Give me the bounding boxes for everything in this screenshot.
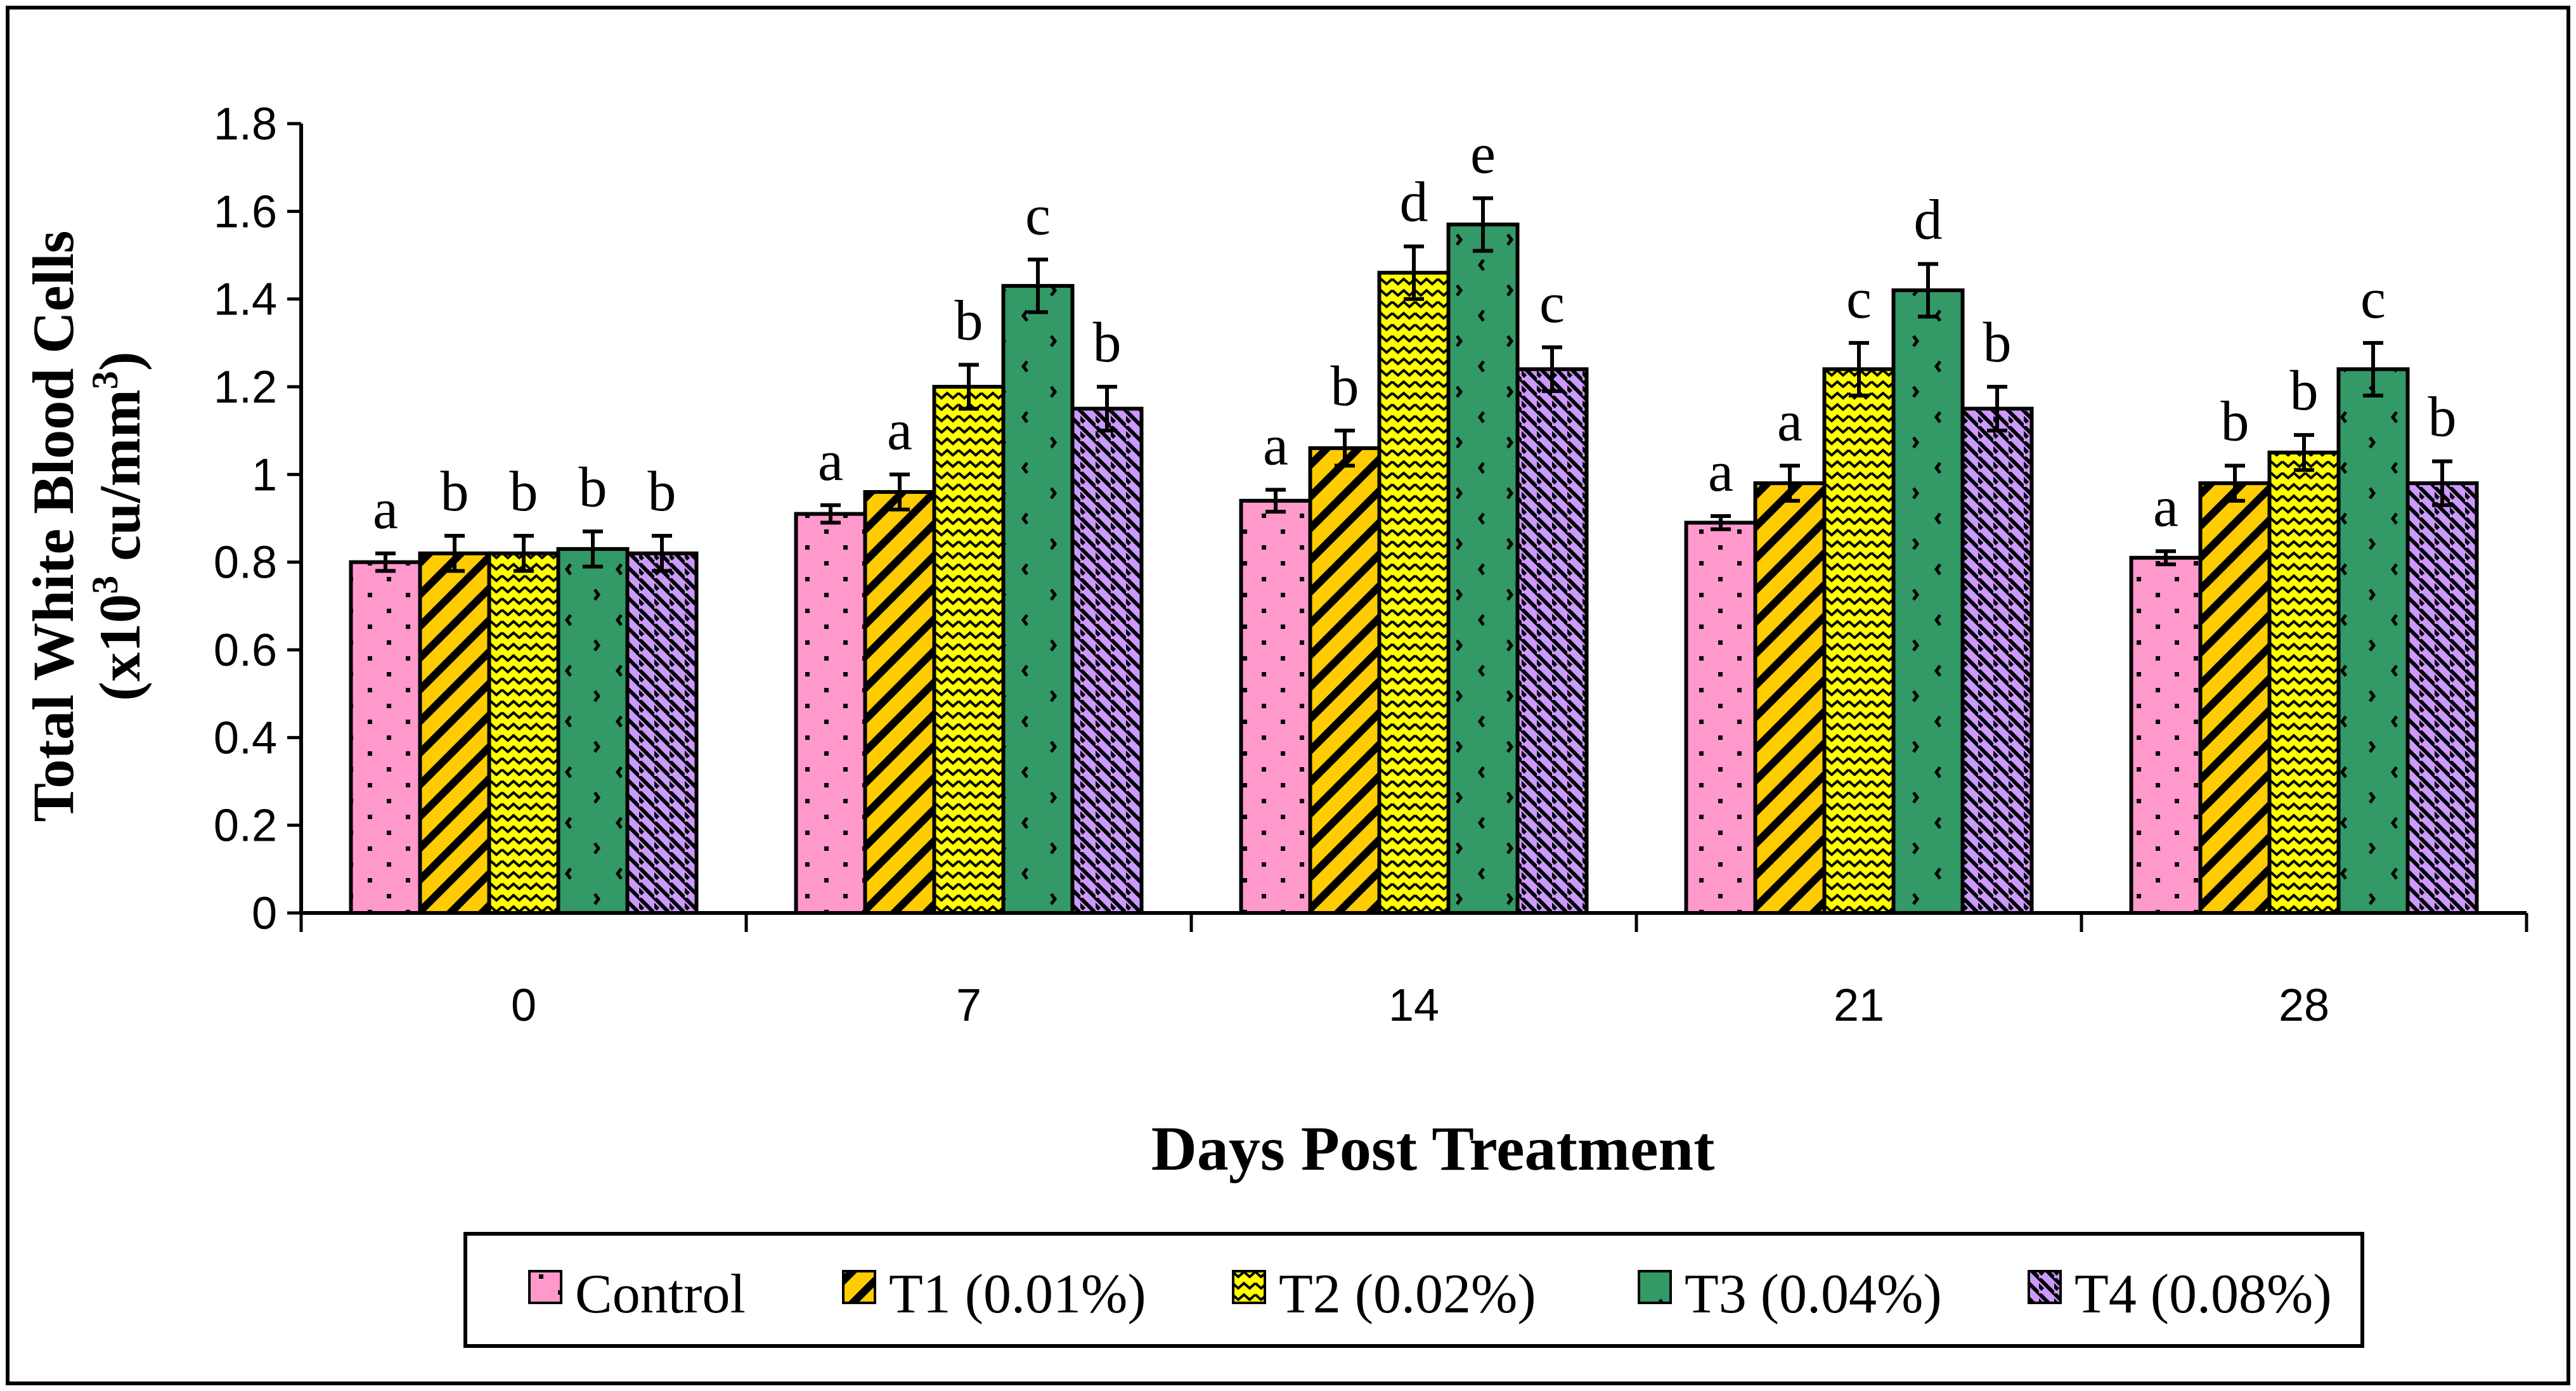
bar-diagonal (418, 551, 491, 915)
significance-label: d (1400, 171, 1428, 234)
significance-label: a (887, 399, 912, 462)
bar-zigzag (1822, 367, 1896, 915)
significance-label: b (2290, 359, 2319, 422)
y-tick-label: 0 (252, 888, 277, 939)
significance-label: b (2428, 386, 2457, 449)
legend-label: T3 (0.04%) (1685, 1264, 1942, 1325)
y-tick-label: 1.4 (214, 275, 277, 325)
bar-dots (794, 512, 867, 915)
bar-dots (2129, 555, 2203, 915)
significance-label: a (818, 430, 843, 493)
significance-label: b (1983, 311, 2012, 374)
y-axis-title: Total White Blood Cells (x103 cu/mm3) (21, 231, 152, 822)
significance-label: b (579, 456, 607, 519)
legend-swatch (2028, 1270, 2062, 1304)
bar-dashes (1001, 283, 1075, 915)
y-tick-label: 0.4 (214, 713, 277, 763)
y-tick-label: 1.6 (214, 186, 277, 237)
legend: Control T1 (0.01%) T2 (0.02%) T3 (0.04%) T4 … (528, 1264, 2332, 1325)
y-axis-title-line1: Total White Blood Cells (21, 231, 86, 822)
y-tick-label: 0.8 (214, 538, 277, 588)
bar-diagonal (863, 490, 936, 915)
x-tick-label: 14 (1388, 980, 1439, 1031)
significance-label: b (955, 289, 983, 352)
significance-label: b (510, 460, 538, 523)
bar-stripes (625, 551, 699, 915)
significance-label: e (1470, 123, 1496, 186)
bar-zigzag (932, 385, 1006, 915)
x-axis-title: Days Post Treatment (1151, 1113, 1715, 1184)
x-tick-label: 0 (511, 980, 536, 1031)
bar-zigzag (487, 551, 560, 915)
bar-stripes (2405, 481, 2479, 915)
bar-stripes (1070, 406, 1144, 915)
x-tick-label: 28 (2279, 980, 2329, 1031)
y-tick-label: 1 (252, 450, 277, 500)
significance-label: b (1331, 355, 1359, 418)
legend-swatch (528, 1270, 562, 1304)
significance-label: a (1263, 415, 1288, 477)
significance-label: d (1914, 188, 1943, 251)
significance-label: a (2153, 476, 2178, 538)
legend-label: T4 (0.08%) (2074, 1264, 2332, 1325)
legend-swatch (842, 1270, 876, 1304)
y-tick-label: 1.2 (214, 362, 277, 413)
bar-stripes (1515, 367, 1589, 915)
significance-label: b (2221, 391, 2249, 453)
bar-dots (1684, 521, 1757, 915)
bar-dashes (2336, 367, 2410, 915)
bar-dots (349, 560, 422, 915)
y-tick-label: 0.6 (214, 625, 277, 676)
bar-dashes (1446, 223, 1520, 915)
y-tick-label: 0.2 (214, 801, 277, 851)
legend-label: T2 (0.02%) (1279, 1264, 1536, 1325)
y-tick-label: 1.8 (214, 99, 277, 150)
bar-dots (1239, 498, 1312, 915)
bar-dashes (1891, 288, 1965, 915)
y-axis-title-line2: (x103 cu/mm3) (84, 351, 152, 701)
legend-label: T1 (0.01%) (889, 1264, 1146, 1325)
bar-diagonal (1753, 481, 1827, 915)
significance-label: a (373, 478, 398, 541)
legend-label: Control (575, 1264, 746, 1325)
significance-label: c (1025, 184, 1051, 247)
significance-label: b (441, 460, 469, 523)
significance-label: b (1093, 311, 1122, 374)
legend-swatch (1232, 1270, 1266, 1304)
significance-label: a (1777, 391, 1803, 453)
bar-zigzag (1377, 271, 1451, 915)
bar-dashes (556, 547, 630, 915)
legend-swatch (1638, 1270, 1672, 1304)
significance-label: c (2360, 268, 2386, 330)
x-tick-label: 7 (956, 980, 981, 1031)
significance-label: b (648, 460, 676, 523)
bar-stripes (1960, 406, 2034, 915)
bar-diagonal (1308, 446, 1382, 915)
significance-label: c (1539, 272, 1565, 335)
bar-diagonal (2198, 481, 2272, 915)
bar-zigzag (2267, 450, 2341, 915)
significance-label: c (1846, 268, 1872, 330)
significance-label: a (1708, 441, 1733, 503)
x-tick-label: 21 (1834, 980, 1884, 1031)
